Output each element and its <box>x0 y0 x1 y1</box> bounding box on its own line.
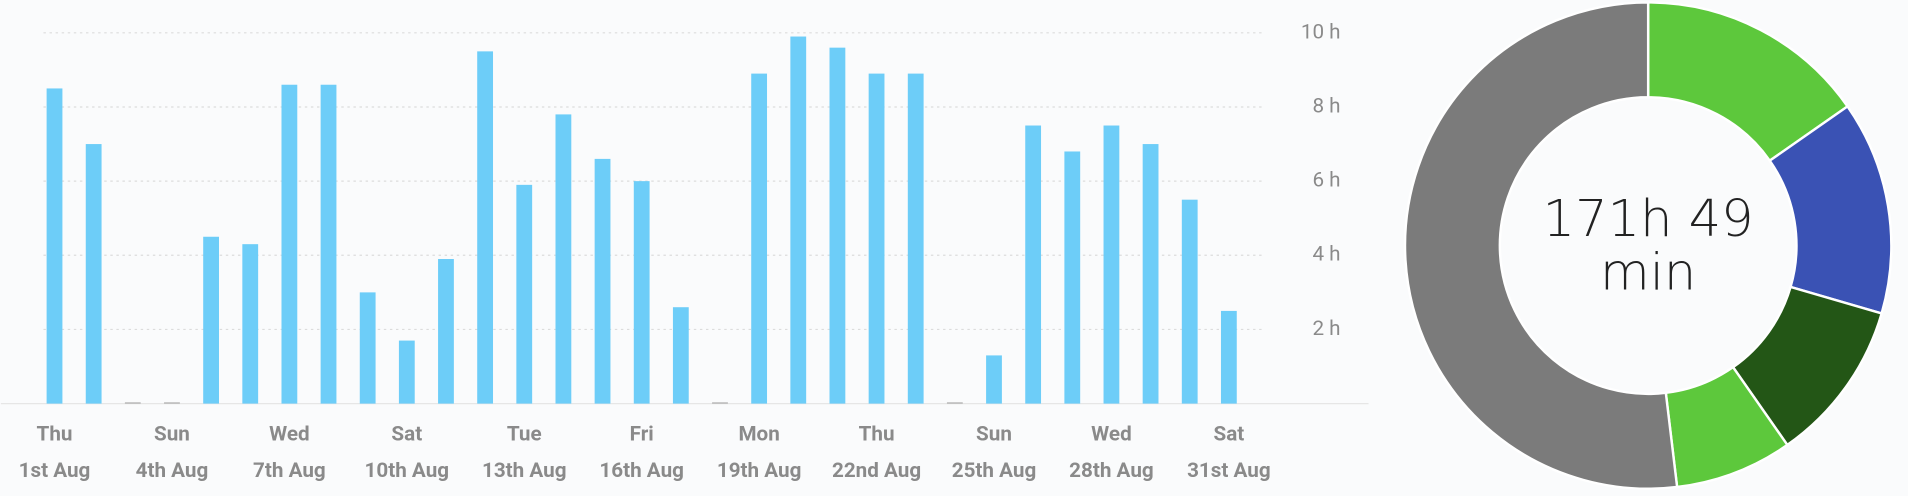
x-tick-date: 13th Aug <box>482 459 567 483</box>
bar <box>633 181 650 404</box>
bar <box>1025 125 1042 404</box>
bar <box>359 292 376 404</box>
x-tick-date: 19th Aug <box>717 459 802 483</box>
bar <box>790 36 807 404</box>
x-tick-weekday: Sun <box>154 423 190 447</box>
x-tick-weekday: Wed <box>1091 423 1132 447</box>
x-tick-weekday: Sun <box>976 423 1012 447</box>
center-label-box: 171h 49 min <box>1542 188 1754 302</box>
x-tick-date: 25th Aug <box>952 459 1037 483</box>
bar <box>555 114 572 404</box>
x-tick-date: 28th Aug <box>1069 459 1154 483</box>
bar <box>986 355 1002 404</box>
y-tick-label: 6 h <box>1312 169 1340 193</box>
bar <box>1103 125 1120 404</box>
x-tick-date: 4th Aug <box>136 459 209 483</box>
x-tick-date: 31st Aug <box>1187 459 1271 483</box>
bar <box>242 244 259 404</box>
bar <box>1064 151 1081 404</box>
bar <box>398 340 415 404</box>
bar <box>203 236 219 404</box>
x-tick-weekday: Thu <box>37 423 73 447</box>
bar <box>946 402 963 404</box>
x-tick-weekday: Tue <box>507 423 542 447</box>
bar <box>281 84 298 404</box>
bar <box>751 73 768 404</box>
bar <box>516 184 533 404</box>
donut-segment <box>1403 1 1679 490</box>
y-tick-label: 8 h <box>1312 94 1340 118</box>
x-tick-date: 7th Aug <box>253 459 326 483</box>
bar <box>1181 199 1198 404</box>
x-tick-weekday: Wed <box>269 423 310 447</box>
x-tick-weekday: Thu <box>859 423 895 447</box>
bar <box>712 402 728 404</box>
y-tick-label: 2 h <box>1312 317 1340 341</box>
x-tick-date: 1st Aug <box>19 459 91 483</box>
bar <box>829 47 846 404</box>
bar <box>46 88 63 404</box>
x-tick-date: 16th Aug <box>599 459 684 483</box>
bar <box>438 259 454 404</box>
bar <box>907 73 924 404</box>
bar <box>477 51 494 404</box>
bar <box>672 307 689 404</box>
bar <box>1220 310 1237 404</box>
y-tick-label: 10 h <box>1301 20 1341 44</box>
bar <box>594 158 611 404</box>
x-tick-weekday: Fri <box>630 423 654 447</box>
bar <box>124 402 141 404</box>
x-tick-weekday: Sat <box>391 423 422 447</box>
bar <box>1142 144 1159 404</box>
bar <box>164 402 180 404</box>
bar <box>868 73 885 404</box>
center-label: 171h 49 min <box>1542 188 1754 302</box>
x-tick-date: 10th Aug <box>365 459 450 483</box>
y-tick-label: 4 h <box>1312 243 1340 267</box>
x-tick-weekday: Mon <box>738 423 779 447</box>
bar <box>320 84 337 404</box>
bar <box>85 144 102 404</box>
x-tick-date: 22nd Aug <box>832 459 921 483</box>
x-tick-weekday: Sat <box>1213 423 1244 447</box>
